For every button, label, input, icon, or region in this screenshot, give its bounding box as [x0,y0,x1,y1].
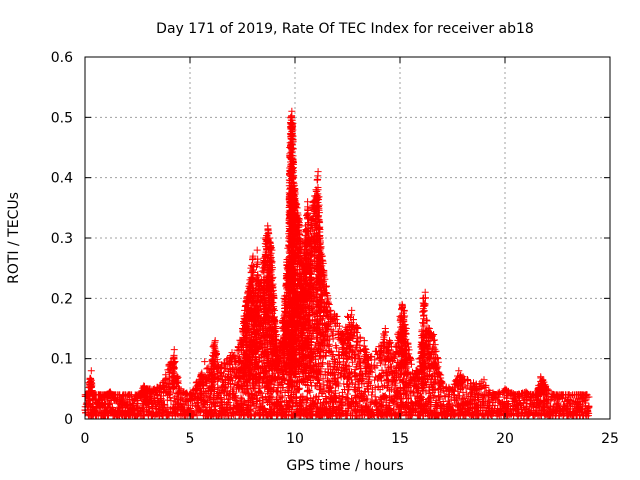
data-point [544,403,552,411]
data-point [513,411,521,419]
data-point [456,392,464,400]
data-point [523,397,531,405]
chart-title: Day 171 of 2019, Rate Of TEC Index for r… [156,21,534,37]
data-point [368,391,376,399]
data-point [436,393,444,401]
data-point [342,393,350,401]
data-points [81,107,593,420]
data-point [287,113,295,121]
data-point [231,393,239,401]
